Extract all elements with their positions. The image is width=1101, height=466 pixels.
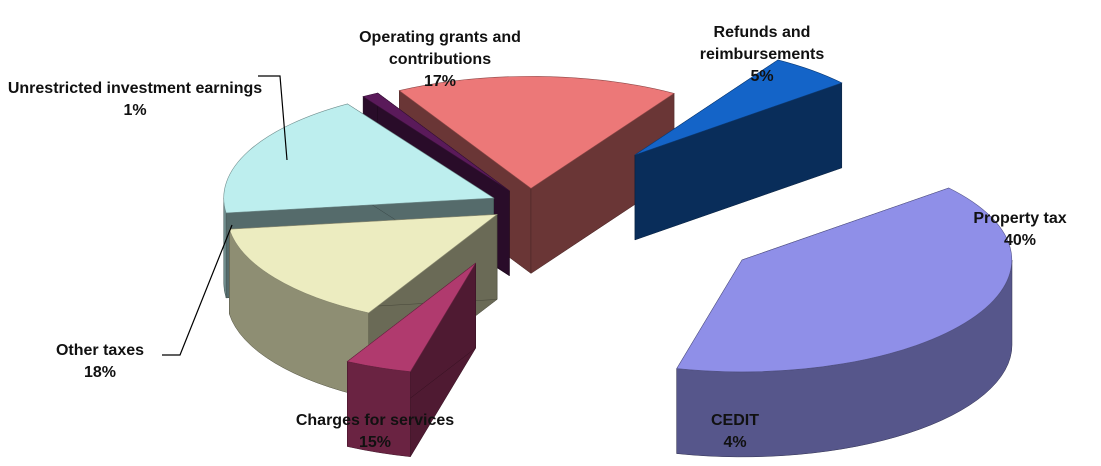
slice (398, 76, 675, 189)
slice (223, 103, 495, 214)
value-label: 40% (1003, 232, 1037, 249)
category-label: Charges for services (295, 412, 455, 429)
slice-label: Operating grants and contributions 17% (310, 27, 570, 93)
slice-wall (223, 197, 227, 298)
category-label: Refunds and reimbursements (699, 24, 825, 63)
value-label: 4% (723, 434, 747, 451)
slice (676, 187, 1013, 373)
category-label: Operating grants and contributions (359, 29, 521, 68)
value-label: 17% (423, 73, 457, 90)
slices (223, 59, 1013, 458)
slice-label: Charges for services 15% (265, 410, 485, 454)
slice (634, 59, 843, 156)
category-label: Property tax (973, 210, 1067, 227)
slice-label: Refunds and reimbursements 5% (662, 22, 862, 88)
value-label: 1% (123, 102, 147, 119)
slice (228, 214, 499, 314)
value-label: 5% (750, 68, 774, 85)
leader-line (162, 224, 233, 356)
slice (362, 92, 510, 192)
category-label: Other taxes (55, 342, 145, 359)
value-label: 15% (358, 434, 392, 451)
leader-line (258, 75, 288, 161)
slice-label: Other taxes 18% (30, 340, 170, 384)
category-label: Unrestricted investment earnings (7, 80, 263, 97)
slice-label: Unrestricted investment earnings 1% (5, 78, 265, 122)
value-label: 18% (83, 364, 117, 381)
slice (346, 262, 477, 373)
slice-label: Property tax 40% (950, 208, 1090, 252)
category-label: CEDIT (711, 412, 759, 429)
slice-label: CEDIT 4% (685, 410, 785, 454)
